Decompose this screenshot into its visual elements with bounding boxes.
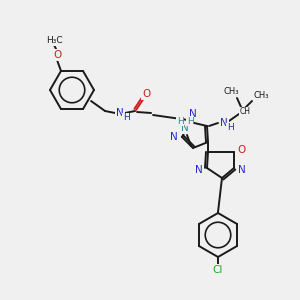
Text: H₃C: H₃C — [46, 36, 62, 45]
Text: CH₃: CH₃ — [223, 86, 239, 95]
Text: H: H — [187, 116, 194, 125]
Text: N: N — [238, 165, 246, 175]
Text: H: H — [226, 124, 233, 133]
Text: O: O — [53, 50, 61, 60]
Text: CH: CH — [239, 107, 250, 116]
Text: H: H — [123, 113, 129, 122]
Text: N: N — [170, 132, 178, 142]
Text: H: H — [177, 116, 183, 125]
Text: N: N — [195, 165, 203, 175]
Text: N: N — [181, 123, 189, 133]
Text: O: O — [142, 89, 150, 99]
Text: O: O — [238, 145, 246, 155]
Text: CH₃: CH₃ — [253, 91, 269, 100]
Text: N: N — [189, 109, 197, 119]
Text: N: N — [116, 108, 124, 118]
Text: Cl: Cl — [213, 265, 223, 275]
Text: N: N — [220, 118, 228, 128]
